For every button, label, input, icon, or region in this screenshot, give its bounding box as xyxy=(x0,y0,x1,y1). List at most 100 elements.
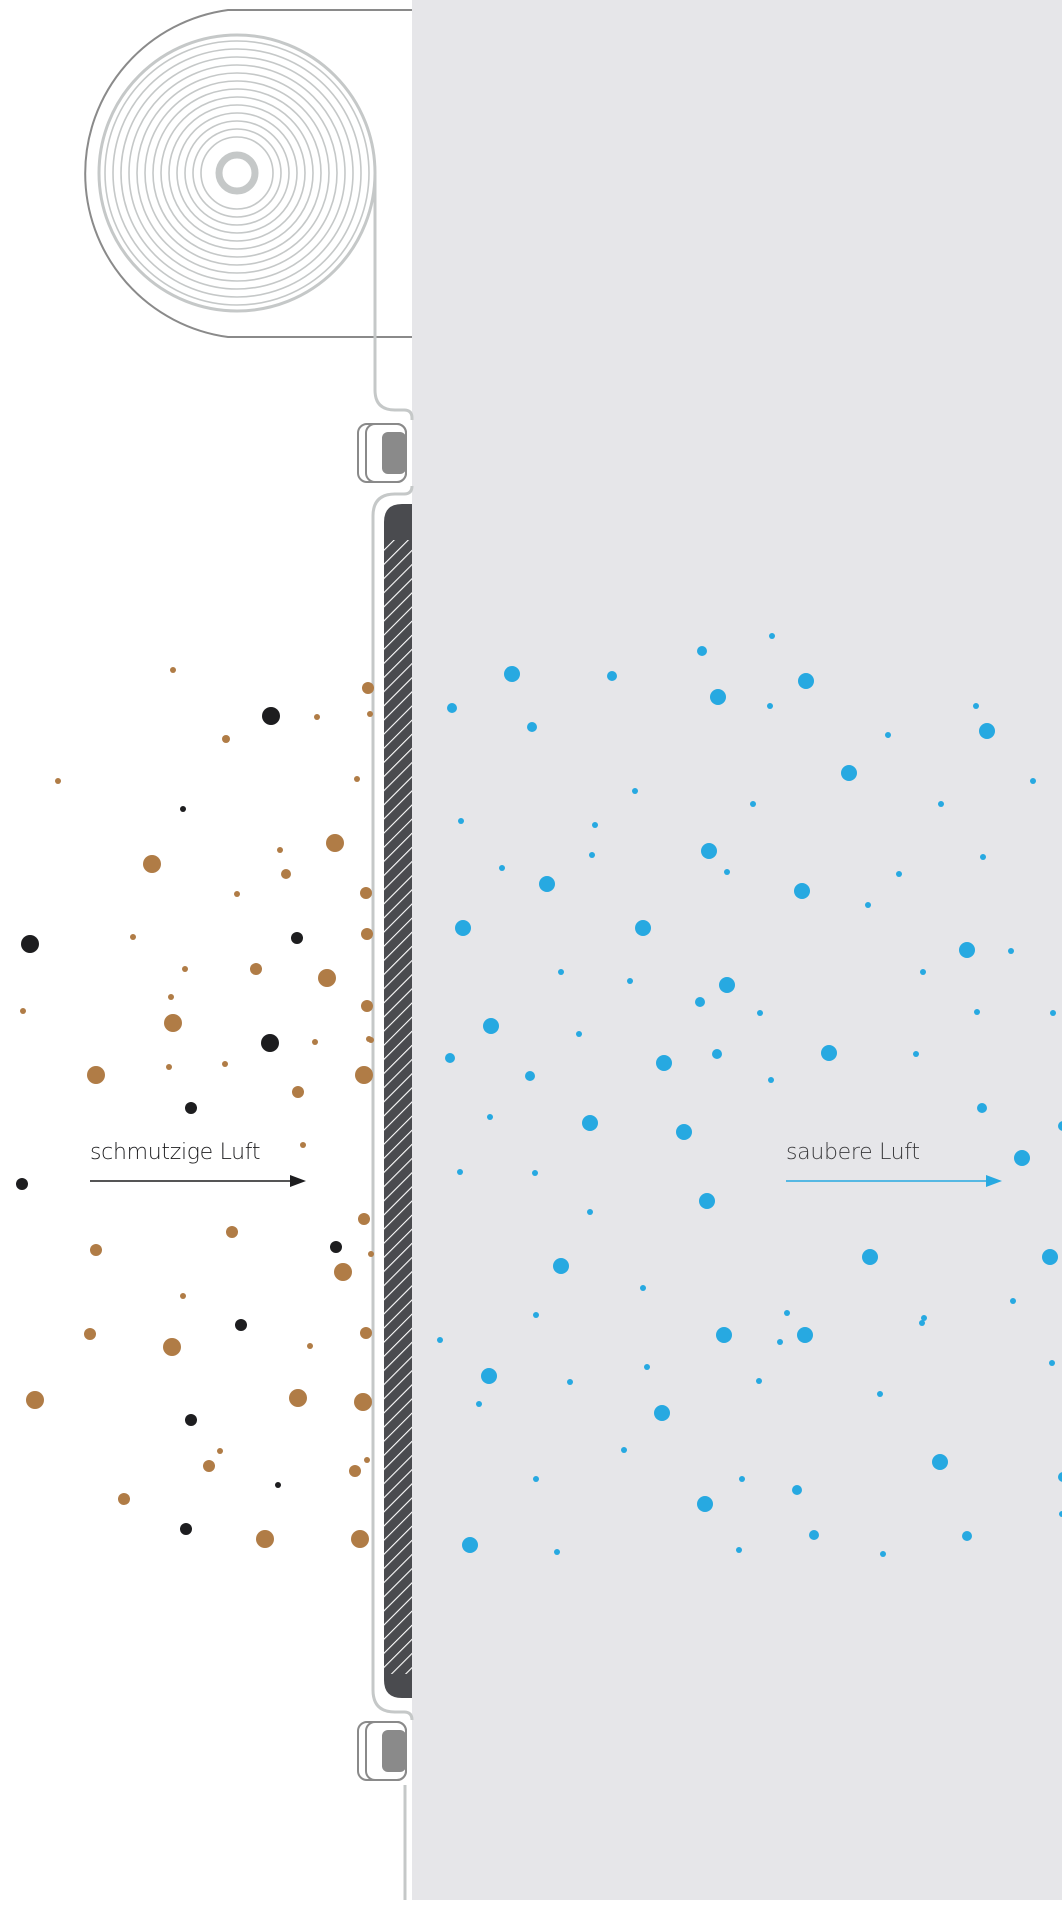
clean-air-particle xyxy=(589,852,595,858)
clean-air-particle xyxy=(962,1531,972,1541)
dirt-particle xyxy=(360,887,372,899)
spiral-fan-icon xyxy=(97,33,377,313)
clean-air-particle xyxy=(462,1537,478,1553)
dirt-particle xyxy=(84,1328,96,1340)
clean-air-particle xyxy=(1058,1121,1062,1131)
clean-air-particle xyxy=(716,1327,732,1343)
clean-air-particle xyxy=(553,1258,569,1274)
dirt-particle xyxy=(367,711,373,717)
clean-air-particle xyxy=(896,871,902,877)
dirt-particle xyxy=(182,966,188,972)
dirt-particle xyxy=(349,1465,361,1477)
dirt-particle xyxy=(26,1391,44,1409)
clean-air-particle xyxy=(676,1124,692,1140)
clean-air-particle xyxy=(539,876,555,892)
dirt-particle xyxy=(16,1178,28,1190)
clean-air-particle xyxy=(587,1209,593,1215)
dirt-particle xyxy=(291,932,303,944)
fan-ring xyxy=(168,104,306,242)
dirt-particle xyxy=(180,1523,192,1535)
clean-air-particle xyxy=(865,902,871,908)
dirt-particle xyxy=(364,1457,370,1463)
housing-rail-lower xyxy=(371,485,414,1721)
dirt-particle xyxy=(163,1338,181,1356)
dirt-particle xyxy=(362,682,374,694)
dirt-particle xyxy=(170,667,176,673)
clean-air-particle xyxy=(768,1077,774,1083)
clean-air-particle xyxy=(1059,1511,1062,1517)
clean-air-particle xyxy=(719,977,735,993)
dirt-particle xyxy=(262,707,280,725)
clean-air-particle xyxy=(979,723,995,739)
clean-air-particle xyxy=(1014,1150,1030,1166)
dirt-particle xyxy=(334,1263,352,1281)
dirt-particle xyxy=(222,735,230,743)
fan-ring xyxy=(112,48,362,298)
clean-air-particle xyxy=(635,920,651,936)
clean-air-particle xyxy=(699,1193,715,1209)
clean-air-particle xyxy=(558,969,564,975)
dirt-particle xyxy=(256,1530,274,1548)
clean-air-particle xyxy=(607,671,617,681)
dirt-particle xyxy=(314,714,320,720)
clean-air-particle xyxy=(798,673,814,689)
clean-air-particle xyxy=(913,1051,919,1057)
fan-ring xyxy=(144,80,330,266)
clean-air-particle xyxy=(576,1031,582,1037)
dirt-particle xyxy=(164,1014,182,1032)
dirt-particle xyxy=(261,1034,279,1052)
clean-air-particle xyxy=(1008,948,1014,954)
housing-rail xyxy=(373,175,414,420)
dirt-particle xyxy=(185,1414,197,1426)
clean-air-particle xyxy=(736,1547,742,1553)
clean-air-particle xyxy=(697,646,707,656)
dirt-particle xyxy=(351,1530,369,1548)
filter-clip-icon xyxy=(357,1721,407,1781)
clean-air-particle xyxy=(710,689,726,705)
clean-air-particle xyxy=(777,1339,783,1345)
dirt-particle xyxy=(326,834,344,852)
clean-air-particle xyxy=(447,703,457,713)
dirt-particle xyxy=(21,935,39,953)
clean-air-particle xyxy=(767,703,773,709)
clean-air-particle xyxy=(554,1549,560,1555)
clean-air-particle xyxy=(1058,1472,1062,1482)
dirt-particle xyxy=(180,1293,186,1299)
clean-air-particle xyxy=(621,1447,627,1453)
clean-air-particle xyxy=(644,1364,650,1370)
dirty-particles xyxy=(16,667,374,1548)
clean-air-particle xyxy=(921,1315,927,1321)
clean-air-particle xyxy=(567,1379,573,1385)
clean-air-particle xyxy=(885,732,891,738)
clean-air-particle xyxy=(695,997,705,1007)
clean-air-particle xyxy=(697,1496,713,1512)
filter-clip-icon xyxy=(357,423,407,483)
dirt-particle xyxy=(166,1064,172,1070)
dirt-particle xyxy=(143,855,161,873)
clean-air-particle xyxy=(654,1405,670,1421)
dirt-particle xyxy=(361,1000,373,1012)
clean-air-particle xyxy=(532,1170,538,1176)
clean-particles xyxy=(437,633,1062,1557)
fan-ring xyxy=(136,72,338,274)
clean-air-particle xyxy=(499,865,505,871)
dirt-particle xyxy=(289,1389,307,1407)
clean-air-particle xyxy=(974,1009,980,1015)
dirt-particle xyxy=(235,1319,247,1331)
clean-air-arrow xyxy=(786,1175,1002,1187)
dirt-particle xyxy=(87,1066,105,1084)
dirty-air-arrow xyxy=(90,1175,306,1187)
fan-ring xyxy=(97,33,377,313)
clean-air-particle xyxy=(701,843,717,859)
clean-air-particle xyxy=(533,1312,539,1318)
clean-air-particle xyxy=(932,1454,948,1470)
clean-air-particle xyxy=(640,1285,646,1291)
clean-air-particle xyxy=(525,1071,535,1081)
dirt-particle xyxy=(90,1244,102,1256)
clean-air-particle xyxy=(656,1055,672,1071)
clean-air-particle xyxy=(437,1337,443,1343)
dirt-particle xyxy=(222,1061,228,1067)
clean-air-particle xyxy=(920,969,926,975)
clean-air-particle xyxy=(527,722,537,732)
clean-air-particle xyxy=(476,1401,482,1407)
